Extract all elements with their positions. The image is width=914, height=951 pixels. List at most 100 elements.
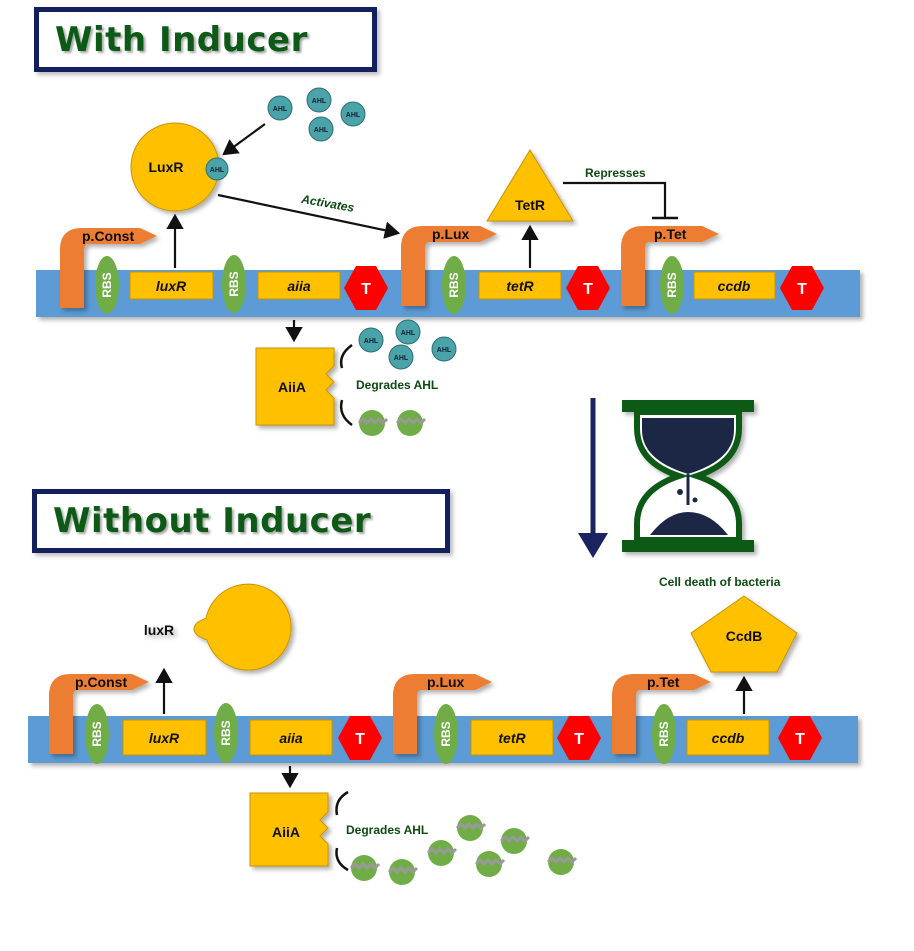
ahl-free-top: AHL AHL AHL AHL (267, 87, 366, 142)
title-with-inducer-text: With Inducer (55, 19, 308, 60)
degraded-ahl-molecule (546, 849, 578, 875)
rbs-top-1: RBS (95, 256, 119, 314)
rbs-top-1-label: RBS (100, 272, 114, 297)
degraded-ahl-molecule (387, 859, 419, 885)
gene-tetr-top: tetR (478, 271, 562, 300)
promoter-plux-bottom: p.Lux (393, 674, 492, 754)
svg-text:AHL: AHL (364, 338, 379, 345)
svg-text:AHL: AHL (312, 98, 327, 105)
rbs-top-2: RBS (222, 255, 246, 313)
title-with-inducer: With Inducer (34, 7, 377, 72)
aiia-top-bracket-upper (339, 343, 353, 369)
terminator-bottom-3-label: T (795, 731, 805, 748)
gene-aiia-top-label: aiia (287, 278, 311, 294)
promoter-pconst-top: p.Const (60, 228, 157, 308)
activates-label: Activates (299, 192, 355, 215)
promoter-pconst-bottom-label: p.Const (75, 674, 127, 690)
protein-ccdb-label: CcdB (726, 628, 763, 644)
ahl-molecule: AHL (431, 336, 457, 362)
rbs-bottom-3-label: RBS (439, 721, 453, 746)
promoter-pconst-bottom: p.Const (49, 674, 149, 754)
protein-luxr-bottom-label: luxR (144, 622, 174, 638)
gene-aiia-bottom-label: aiia (279, 730, 303, 746)
terminator-top-1: T (344, 266, 388, 310)
gene-aiia-bottom: aiia (249, 719, 333, 756)
rbs-top-3-label: RBS (447, 272, 461, 297)
rbs-top-2-label: RBS (227, 271, 241, 296)
protein-ccdb: CcdB (690, 595, 798, 673)
terminator-bottom-1: T (338, 716, 382, 760)
promoter-ptet-top-label: p.Tet (654, 226, 687, 242)
gene-ccdb-bottom: ccdb (686, 719, 770, 756)
ahl-near-aiia-top: AHL AHL AHL AHL (358, 319, 457, 370)
gene-aiia-top: aiia (257, 271, 341, 300)
terminator-bottom-1-label: T (355, 731, 365, 748)
svg-text:AHL: AHL (314, 127, 329, 134)
degraded-ahl-molecule (474, 851, 506, 877)
degraded-ahl-molecule (395, 410, 427, 436)
gene-luxr-top-label: luxR (156, 278, 187, 294)
rbs-top-4: RBS (660, 256, 684, 314)
protein-tetr-top-label: TetR (515, 197, 545, 213)
svg-text:AHL: AHL (273, 106, 288, 113)
promoter-plux-bottom-label: p.Lux (427, 674, 465, 690)
ahl-molecule: AHL (395, 319, 421, 345)
promoter-ptet-bottom-label: p.Tet (647, 674, 680, 690)
terminator-top-2: T (566, 266, 610, 310)
protein-aiia-top: AiiA (255, 347, 335, 426)
rbs-bottom-3: RBS (434, 704, 458, 764)
arrow-activates (217, 193, 401, 239)
title-without-inducer: Without Inducer (32, 489, 450, 553)
degraded-ahl-top (357, 410, 427, 436)
gene-luxr-bottom: luxR (122, 719, 207, 756)
rbs-bottom-1: RBS (85, 704, 109, 764)
terminator-bottom-2: T (557, 716, 601, 760)
degraded-ahl-molecule (349, 855, 381, 881)
terminator-bottom-2-label: T (574, 731, 584, 748)
ahl-molecule: AHL (388, 344, 414, 370)
degrades-ahl-bottom-label: Degrades AHL (346, 823, 428, 837)
svg-text:AHL: AHL (346, 112, 361, 119)
gene-tetr-top-label: tetR (506, 278, 534, 294)
terminator-top-2-label: T (583, 281, 593, 298)
gene-ccdb-top-label: ccdb (718, 278, 751, 294)
degraded-ahl-bottom (349, 815, 578, 885)
ahl-molecule: AHL (340, 101, 366, 127)
gene-ccdb-bottom-label: ccdb (712, 730, 745, 746)
protein-aiia-bottom: AiiA (249, 792, 329, 867)
gene-ccdb-top: ccdb (693, 271, 776, 300)
promoter-ptet-bottom: p.Tet (612, 674, 711, 754)
gene-luxr-bottom-label: luxR (149, 730, 180, 746)
title-without-inducer-text: Without Inducer (53, 501, 372, 541)
gene-luxr-top: luxR (129, 271, 214, 300)
aiia-top-bracket-lower (339, 399, 353, 427)
degrades-ahl-top-label: Degrades AHL (356, 378, 438, 392)
svg-text:AHL: AHL (394, 355, 409, 362)
represses-label: Represses (585, 166, 646, 180)
terminator-top-3-label: T (797, 281, 807, 298)
protein-aiia-bottom-label: AiiA (272, 824, 300, 840)
repression-line (563, 181, 667, 218)
svg-text:AHL: AHL (401, 330, 416, 337)
degraded-ahl-molecule (426, 840, 458, 866)
ahl-molecule: AHL (308, 116, 334, 142)
rbs-bottom-2: RBS (214, 703, 238, 763)
rbs-top-3: RBS (442, 256, 466, 314)
rbs-bottom-4-label: RBS (657, 721, 671, 746)
protein-aiia-top-label: AiiA (278, 379, 306, 395)
gene-tetr-bottom: tetR (470, 719, 554, 756)
promoter-pconst-top-label: p.Const (82, 228, 134, 244)
ahl-molecule: AHL (358, 327, 384, 353)
ahl-bound-luxr: AHL (205, 157, 229, 181)
promoter-plux-top-label: p.Lux (432, 226, 470, 242)
rbs-bottom-2-label: RBS (219, 720, 233, 745)
gene-tetr-bottom-label: tetR (498, 730, 526, 746)
terminator-bottom-3: T (778, 716, 822, 760)
protein-luxr-top-label: LuxR (149, 159, 184, 175)
degraded-ahl-molecule (455, 815, 487, 841)
cell-death-label: Cell death of bacteria (659, 575, 781, 589)
svg-text:AHL: AHL (437, 347, 452, 354)
aiia-bottom-bracket-upper (335, 790, 349, 816)
protein-tetr-top: TetR (486, 149, 574, 222)
